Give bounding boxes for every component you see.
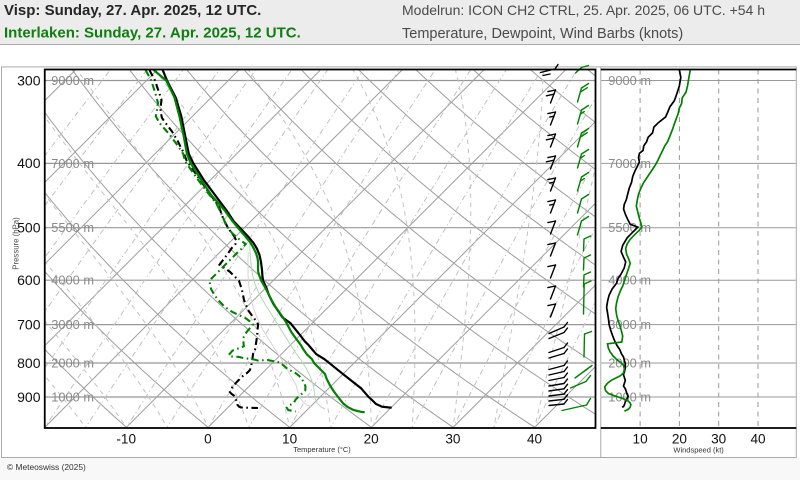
svg-text:300: 300 bbox=[17, 72, 41, 88]
svg-text:1000 m: 1000 m bbox=[51, 389, 94, 404]
svg-text:2000 m: 2000 m bbox=[51, 355, 94, 370]
svg-text:600: 600 bbox=[17, 272, 41, 288]
svg-text:7000 m: 7000 m bbox=[608, 156, 651, 171]
svg-text:© Meteoswiss (2025): © Meteoswiss (2025) bbox=[7, 462, 86, 472]
svg-text:Pressure (hPa): Pressure (hPa) bbox=[12, 217, 21, 270]
svg-text:40: 40 bbox=[750, 432, 766, 447]
svg-text:20: 20 bbox=[672, 432, 688, 447]
svg-text:3000 m: 3000 m bbox=[608, 317, 651, 332]
svg-text:1000 m: 1000 m bbox=[608, 389, 651, 404]
svg-text:900: 900 bbox=[17, 389, 41, 405]
svg-text:800: 800 bbox=[17, 355, 41, 371]
svg-text:9000 m: 9000 m bbox=[51, 73, 94, 88]
svg-text:10: 10 bbox=[282, 432, 298, 447]
svg-text:7000 m: 7000 m bbox=[51, 156, 94, 171]
svg-text:5500 m: 5500 m bbox=[51, 220, 94, 235]
svg-text:400: 400 bbox=[17, 155, 41, 171]
svg-text:Interlaken: Sunday, 27. Apr. 2: Interlaken: Sunday, 27. Apr. 2025, 12 UT… bbox=[4, 25, 301, 42]
svg-text:Visp: Sunday, 27. Apr. 2025, 1: Visp: Sunday, 27. Apr. 2025, 12 UTC. bbox=[4, 2, 261, 19]
svg-text:9000 m: 9000 m bbox=[608, 73, 651, 88]
svg-text:10: 10 bbox=[633, 432, 649, 447]
svg-text:30: 30 bbox=[711, 432, 727, 447]
svg-text:20: 20 bbox=[364, 432, 380, 447]
svg-text:4000 m: 4000 m bbox=[51, 273, 94, 288]
svg-text:700: 700 bbox=[17, 316, 41, 332]
svg-text:Modelrun: ICON CH2 CTRL, 25. A: Modelrun: ICON CH2 CTRL, 25. Apr. 2025, … bbox=[402, 2, 765, 18]
svg-text:40: 40 bbox=[527, 432, 543, 447]
svg-text:2000 m: 2000 m bbox=[608, 355, 651, 370]
svg-text:0: 0 bbox=[204, 432, 212, 447]
svg-text:Temperature, Dewpoint, Wind Ba: Temperature, Dewpoint, Wind Barbs (knots… bbox=[402, 26, 683, 42]
svg-text:30: 30 bbox=[445, 432, 461, 447]
svg-text:-10: -10 bbox=[116, 432, 136, 447]
svg-text:Temperature (°C): Temperature (°C) bbox=[293, 445, 351, 454]
svg-text:Windspeed (kt): Windspeed (kt) bbox=[673, 446, 724, 455]
svg-text:3000 m: 3000 m bbox=[51, 317, 94, 332]
svg-text:500: 500 bbox=[17, 220, 41, 236]
